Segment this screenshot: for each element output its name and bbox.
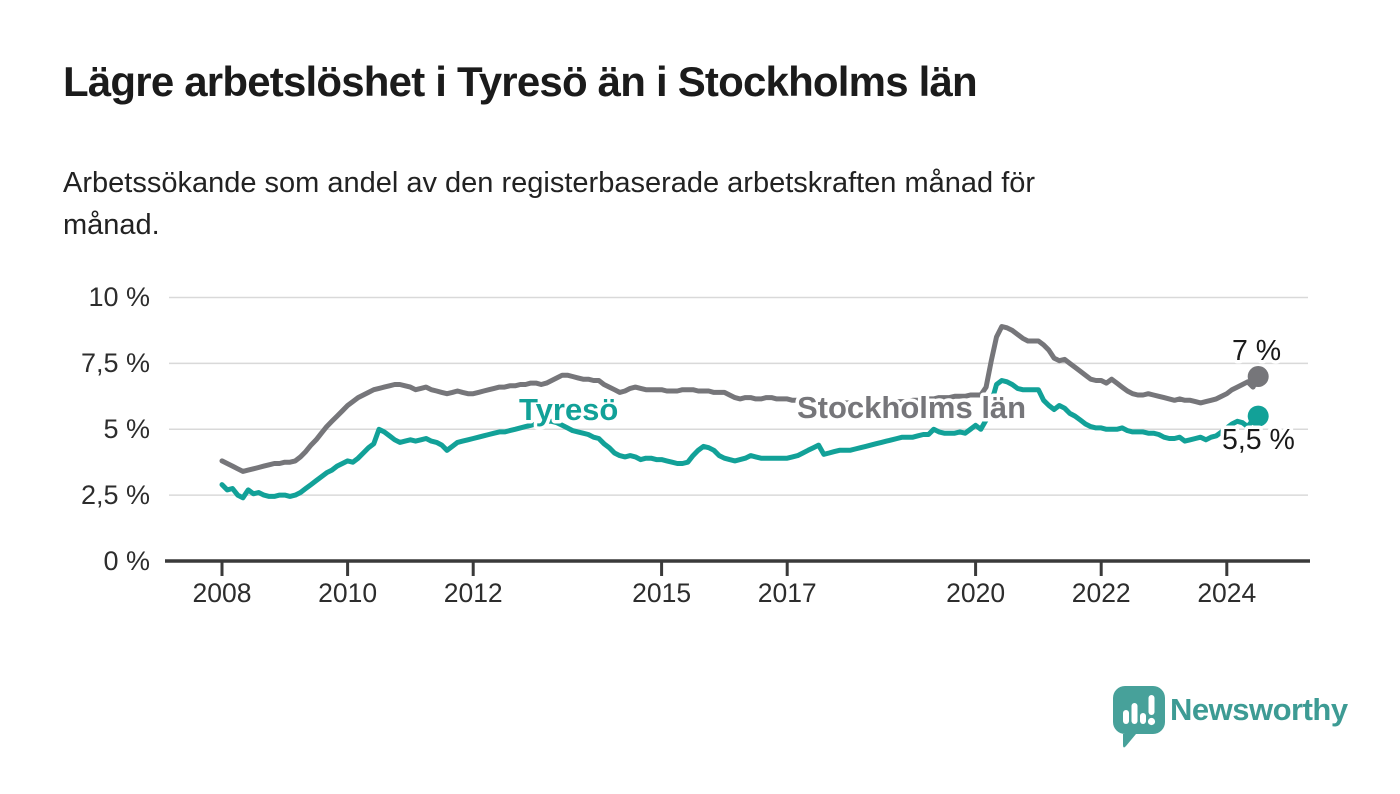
y-tick-label-5: 5 % (103, 414, 150, 444)
y-tick-label-2-5: 2,5 % (81, 480, 150, 510)
end-value-label-stockholm: 7 % (1232, 335, 1281, 367)
x-tick-label-2022: 2022 (1072, 578, 1131, 608)
series-label-1: Stockholms län (797, 390, 1026, 425)
x-tick-label-2017: 2017 (758, 578, 817, 608)
logo-text: Newsworthy (1170, 692, 1348, 727)
x-tick-label-2008: 2008 (193, 578, 252, 608)
chart-subtitle: Arbetssökande som andel av den registerb… (63, 162, 1343, 246)
x-tick-label-2024: 2024 (1197, 578, 1256, 608)
y-tick-label-7-5: 7,5 % (81, 348, 150, 378)
series-line-0 (219, 378, 1261, 501)
header: Lägre arbetslöshet i Tyresö än i Stockho… (63, 58, 1343, 106)
page-title: Lägre arbetslöshet i Tyresö än i Stockho… (63, 58, 978, 105)
x-tick-label-2012: 2012 (444, 578, 503, 608)
newsworthy-logo: Newsworthy (1113, 686, 1353, 752)
x-axis-labels: 2008 2010 2012 2015 2017 2020 2022 2024 (193, 578, 1257, 608)
x-tick-label-2010: 2010 (318, 578, 377, 608)
x-tick-label-2020: 2020 (946, 578, 1005, 608)
bar-chart-speech-bubble-icon (1113, 686, 1165, 748)
end-value-label-tyreso: 5,5 % (1222, 424, 1295, 456)
x-tick-label-2015: 2015 (632, 578, 691, 608)
series-end-dot-1 (1247, 366, 1269, 387)
subtitle-line-1: Arbetssökande som andel av den registerb… (63, 167, 1036, 199)
subtitle-line-2: månad. (63, 209, 160, 242)
y-tick-label-0: 0 % (103, 546, 150, 576)
x-axis-ticks (220, 561, 1229, 576)
series-end-dot-0 (1247, 405, 1269, 427)
y-tick-label-10: 10 % (88, 282, 150, 312)
y-axis-labels: 10 % 7,5 % 5 % 2,5 % 0 % (81, 282, 150, 576)
series-line-1 (219, 324, 1261, 474)
series-label-0: Tyresö (519, 392, 618, 427)
